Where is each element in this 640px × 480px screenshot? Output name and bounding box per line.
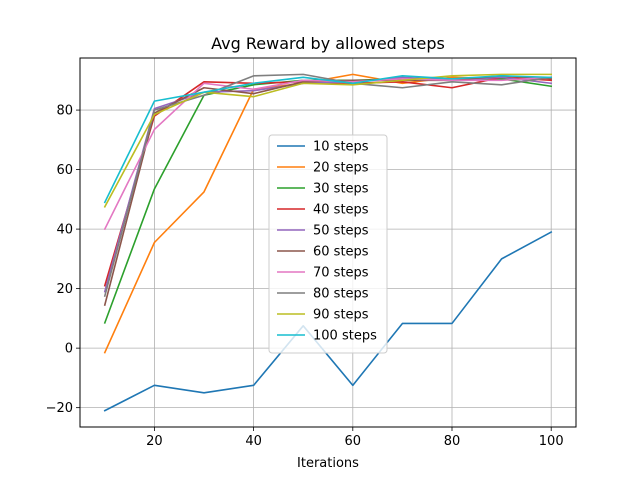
- y-tick-label: 80: [56, 104, 73, 119]
- x-tick-label: 100: [539, 434, 564, 449]
- x-axis-label: Iterations: [297, 456, 359, 471]
- y-tick-label: 20: [56, 282, 73, 297]
- x-tick-label: 60: [345, 434, 362, 449]
- x-tick-label: 80: [444, 434, 461, 449]
- x-tick-label: 40: [245, 434, 262, 449]
- y-tick-label: −20: [46, 401, 73, 416]
- legend-entry: 30 steps: [313, 182, 369, 197]
- legend-entry: 60 steps: [313, 245, 369, 260]
- legend-entry: 20 steps: [313, 161, 369, 176]
- legend-entry: 10 steps: [313, 140, 369, 155]
- axis-ticks: 20 40 60 80 100 −20 0 20 40 60 80: [46, 104, 564, 449]
- y-tick-label: 0: [65, 342, 73, 357]
- series-line-1: [103, 230, 553, 412]
- legend-entry: 50 steps: [313, 224, 369, 239]
- legend-entry: 90 steps: [313, 308, 369, 323]
- legend-entry: 70 steps: [313, 266, 369, 281]
- series-line-9: [103, 73, 553, 208]
- legend-entry: 100 steps: [313, 329, 377, 344]
- series-lines: [103, 73, 553, 412]
- y-tick-label: 60: [56, 163, 73, 178]
- legend-entry: 40 steps: [313, 203, 369, 218]
- legend-entry: 80 steps: [313, 287, 369, 302]
- chart-title: Avg Reward by allowed steps: [211, 34, 445, 53]
- legend-box: [268, 134, 388, 354]
- plot-frame: [79, 57, 577, 428]
- x-tick-label: 20: [146, 434, 163, 449]
- y-tick-label: 40: [56, 223, 73, 238]
- legend: 10 steps 20 steps 30 steps 40 steps 50 steps…: [268, 134, 388, 354]
- series-line-10: [103, 75, 553, 204]
